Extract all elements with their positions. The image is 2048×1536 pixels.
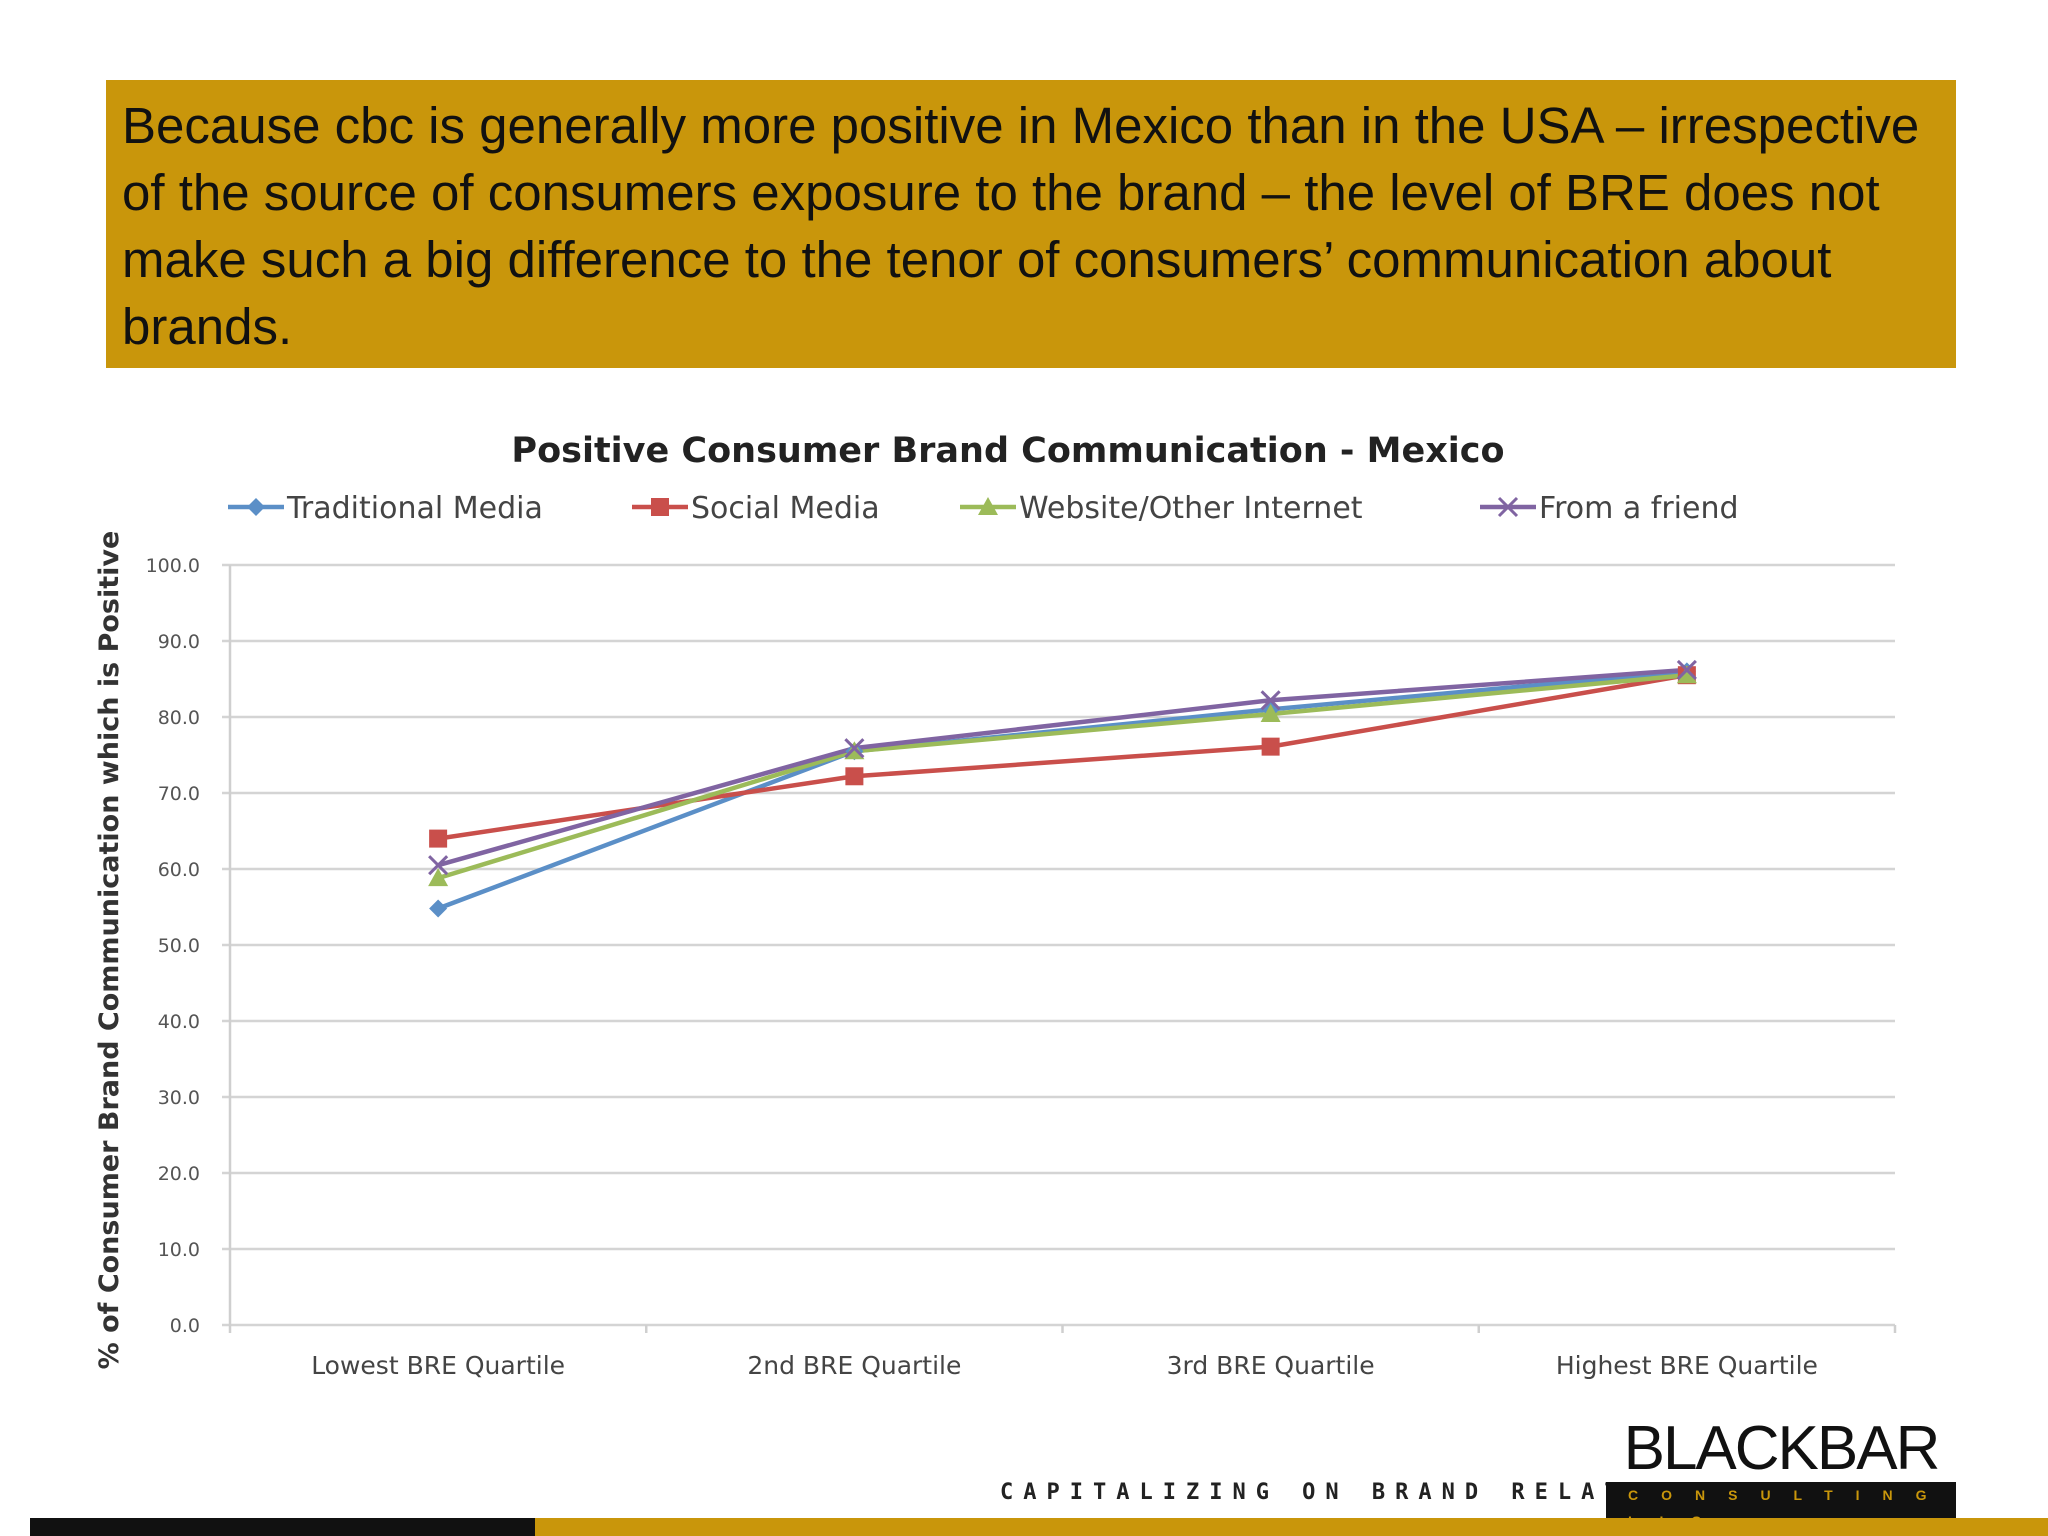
x-marker-stroke [1497,496,1519,518]
x-marker-stroke [844,738,865,759]
data-point-s1-1 [845,767,864,786]
y-tick-label: 30.0 [158,1087,200,1109]
y-axis-label: % of Consumer Brand Communication which … [94,531,125,1370]
data-point-s1-0 [429,829,448,848]
data-point-s2-2 [1260,703,1281,722]
footer-bar [30,1518,2048,1536]
line-chart: Positive Consumer Brand Communication - … [94,431,1897,1380]
headline-text: Because cbc is generally more positive i… [122,97,1920,355]
headline-box: Because cbc is generally more positive i… [106,80,1956,368]
series-line-3 [437,667,1688,868]
chart-title: Positive Consumer Brand Communication - … [511,431,1504,471]
y-tick-label: 100.0 [146,555,200,577]
x-category-label: Lowest BRE Quartile [311,1351,565,1380]
y-tick-label: 80.0 [158,707,200,729]
series-line-2 [437,672,1688,881]
y-tick-label: 0.0 [170,1315,200,1337]
x-marker-stroke [428,855,449,876]
blackbar-logo: BLACKBAR CONSULTING LLC [1606,1418,1956,1534]
legend-label-3: From a friend [1539,491,1739,526]
y-tick-label: 70.0 [158,783,200,805]
data-point-s3-3 [1676,659,1697,680]
legend-marker-2 [978,497,998,515]
y-tick-label: 10.0 [158,1239,200,1261]
series-line-0 [437,669,1688,911]
x-marker-stroke [1260,690,1281,711]
x-marker-stroke [1676,659,1697,680]
data-point-s2-0 [428,868,449,887]
legend-label-0: Traditional Media [286,491,543,526]
legend-label-2: Website/Other Internet [1019,491,1363,526]
data-point-s3-2 [1260,690,1281,711]
legend-marker-0 [247,498,265,516]
y-tick-label: 40.0 [158,1011,200,1033]
x-axis: Lowest BRE Quartile 2nd BRE Quartile 3rd B… [228,565,1897,1380]
x-category-label: Highest BRE Quartile [1556,1351,1818,1380]
x-category-label: 2nd BRE Quartile [747,1351,961,1380]
y-tick-label: 20.0 [158,1163,200,1185]
series-lines [437,667,1688,911]
data-point-s2-3 [1676,665,1697,684]
legend-marker-3 [1497,496,1519,518]
legend: Traditional Media Social Media Website/Oth… [228,491,1739,526]
legend-marker-1 [651,498,669,516]
footer-gold-segment [535,1518,2048,1536]
x-category-label: 3rd BRE Quartile [1167,1351,1375,1380]
legend-label-1: Social Media [691,491,880,526]
series-markers [428,659,1697,918]
y-tick-label: 60.0 [158,859,200,881]
data-point-s1-2 [1261,737,1280,756]
y-tick-label: 50.0 [158,935,200,957]
data-point-s0-0 [429,899,448,918]
y-tick-label: 90.0 [158,631,200,653]
data-point-s3-1 [844,738,865,759]
y-tick-labels: 0.0 10.0 20.0 30.0 40.0 50.0 60.0 70.0 80.0 90.0 1… [146,555,200,1337]
data-point-s3-0 [428,855,449,876]
logo-wordmark: BLACKBAR [1623,1414,1941,1483]
grid-lines [222,563,1895,1327]
footer-dark-segment [30,1518,535,1536]
